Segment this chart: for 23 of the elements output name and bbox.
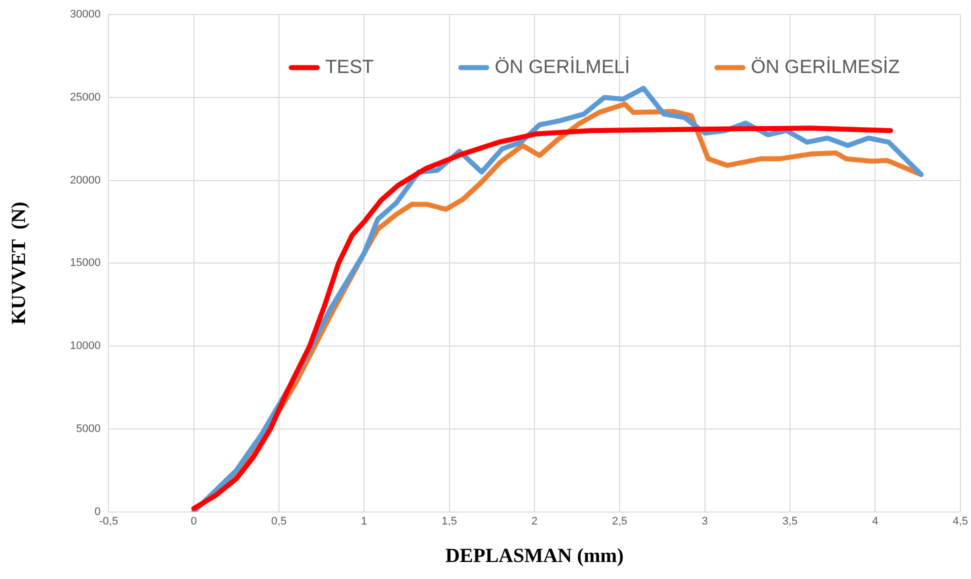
y-tick-label: 30000 xyxy=(70,8,101,21)
x-tick-label: 4,5 xyxy=(952,515,968,528)
x-tick-label: 1 xyxy=(361,515,368,528)
x-tick-label: -0,5 xyxy=(99,515,118,528)
x-tick-label: 3 xyxy=(702,515,708,528)
y-axis-title: KUVVET (N) xyxy=(8,202,30,325)
x-tick-label: 1,5 xyxy=(442,515,457,528)
legend-label: TEST xyxy=(325,56,374,78)
x-tick-label: 2 xyxy=(531,515,538,528)
x-tick-label: 4 xyxy=(872,515,878,528)
y-tick-label: 20000 xyxy=(70,174,101,186)
y-tick-label: 5000 xyxy=(76,422,101,435)
y-tick-label: 10000 xyxy=(70,340,101,352)
legend-label: ÖN GERİLMESİZ xyxy=(750,56,900,78)
legend-label: ÖN GERİLMELİ xyxy=(494,56,630,78)
x-tick-label: 3,5 xyxy=(782,515,798,528)
x-axis-title: DEPLASMAN (mm) xyxy=(445,545,624,568)
y-tick-label: 25000 xyxy=(70,92,101,104)
x-tick-label: 2,5 xyxy=(612,515,628,528)
x-tick-label: 0 xyxy=(190,515,197,528)
y-tick-label: 15000 xyxy=(70,257,101,270)
y-tick-label: 0 xyxy=(94,506,101,518)
x-tick-label: 0,5 xyxy=(271,515,287,528)
